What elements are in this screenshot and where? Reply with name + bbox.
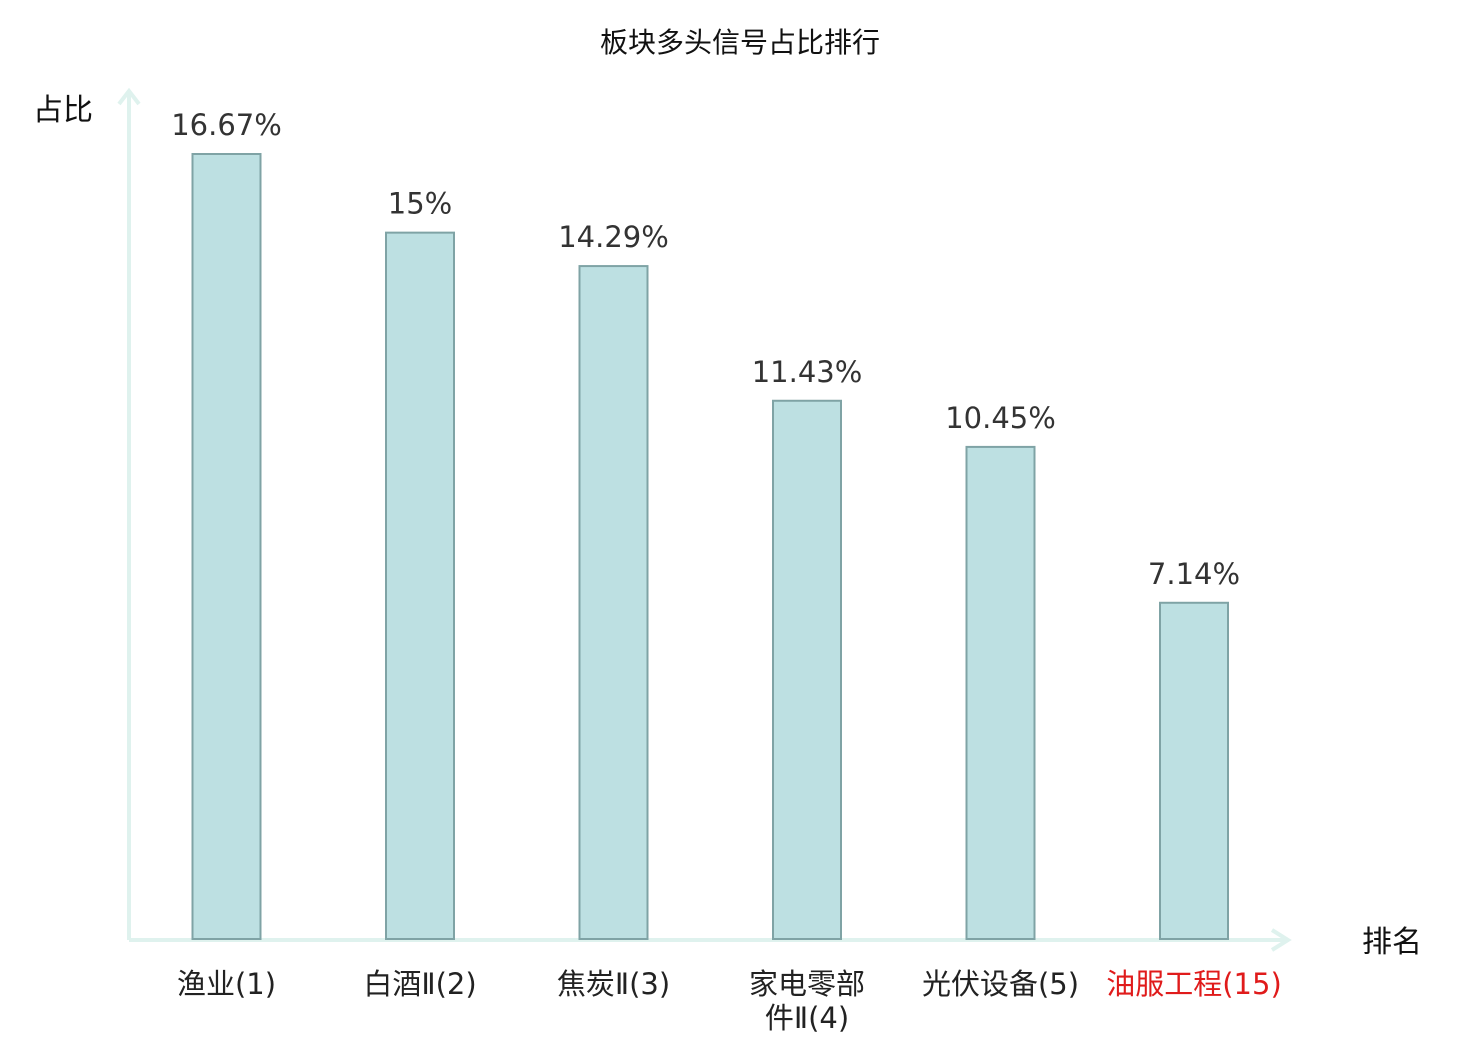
category-label-line: 光伏设备(5) [922, 967, 1079, 1001]
x-axis-label: 排名 [1362, 925, 1422, 960]
value-label-6: 7.14% [1148, 557, 1240, 591]
bar-5 [965, 445, 1036, 940]
y-axis-label: 占比 [33, 93, 93, 128]
bar-2 [385, 231, 455, 940]
value-label-5: 10.45% [945, 401, 1056, 435]
category-labels-group: 渔业(1) 白酒Ⅱ(2) 焦炭Ⅱ(3) 家电零部件Ⅱ(4) 光伏设备(5) 油服工程(15… [177, 967, 1282, 1035]
category-label-line: 焦炭Ⅱ(3) [557, 967, 670, 1001]
category-label-5: 光伏设备(5) [922, 967, 1079, 1001]
y-axis-arrow [117, 87, 141, 106]
bar-4 [772, 399, 842, 940]
category-label-line: 家电零部 [749, 967, 865, 1001]
x-axis-arrow [1270, 928, 1292, 952]
category-label-4: 家电零部件Ⅱ(4) [749, 967, 865, 1035]
value-labels-group: 16.67% 15% 14.29% 11.43% 10.45% 7.14% [171, 108, 1240, 591]
value-label-4: 11.43% [752, 355, 863, 389]
bar-1 [191, 153, 262, 940]
bars-group [191, 153, 1229, 941]
axes [117, 87, 1292, 952]
category-label-line: 渔业(1) [177, 967, 276, 1001]
value-label-1: 16.67% [171, 108, 282, 142]
value-label-3: 14.29% [558, 220, 669, 254]
category-label-1: 渔业(1) [177, 967, 276, 1001]
category-label-6: 油服工程(15) [1106, 967, 1282, 1001]
category-label-line: 白酒Ⅱ(2) [363, 967, 476, 1001]
value-label-2: 15% [388, 187, 452, 221]
category-label-2: 白酒Ⅱ(2) [363, 967, 476, 1001]
chart-title: 板块多头信号占比排行 [600, 26, 880, 59]
category-label-line: 油服工程(15) [1106, 967, 1282, 1001]
bar-6 [1159, 601, 1229, 940]
bar-3 [578, 265, 649, 941]
category-label-line: 件Ⅱ(4) [765, 1001, 849, 1035]
category-label-3: 焦炭Ⅱ(3) [557, 967, 670, 1001]
